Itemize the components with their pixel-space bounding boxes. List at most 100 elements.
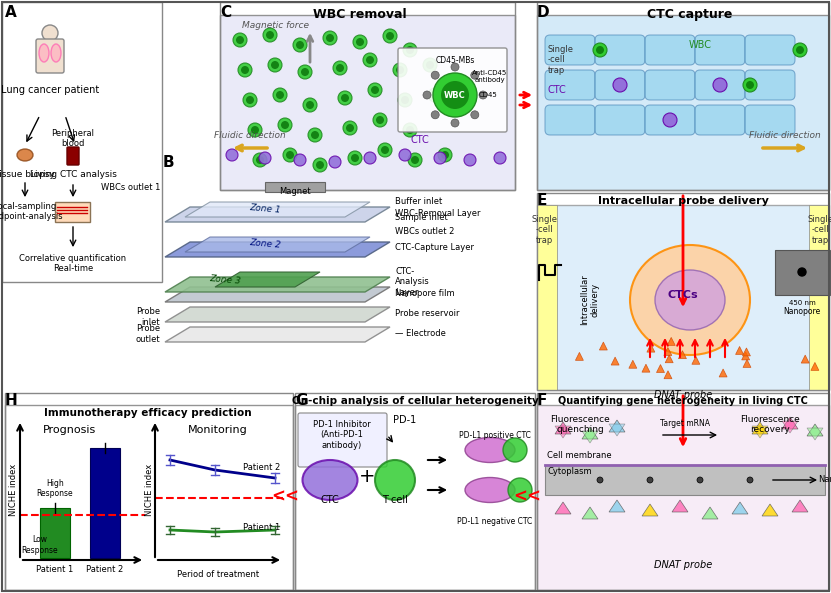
Circle shape [323,31,337,45]
Text: H: H [5,393,17,408]
Text: Probe
outlet: Probe outlet [135,324,160,344]
Circle shape [613,78,627,92]
Circle shape [373,113,387,127]
Circle shape [286,151,294,159]
Circle shape [308,128,322,142]
Ellipse shape [465,438,515,463]
FancyBboxPatch shape [745,35,795,65]
Bar [775,250,830,295]
Polygon shape [664,371,672,379]
Circle shape [296,41,304,49]
Polygon shape [582,427,598,439]
Circle shape [313,158,327,172]
Polygon shape [752,426,768,438]
Circle shape [406,126,414,134]
Circle shape [434,152,446,164]
Text: PD-L1 positive CTC: PD-L1 positive CTC [459,431,531,440]
Circle shape [593,43,607,57]
Circle shape [375,460,415,500]
Circle shape [663,113,677,127]
Circle shape [259,152,271,164]
Circle shape [283,148,297,162]
Text: E: E [537,193,548,208]
Circle shape [431,111,440,119]
Circle shape [647,477,653,483]
Text: CD45: CD45 [479,92,498,98]
Circle shape [316,161,324,169]
Circle shape [338,91,352,105]
Polygon shape [801,355,809,363]
Polygon shape [665,355,673,363]
Polygon shape [599,342,607,350]
Polygon shape [735,346,744,355]
Circle shape [298,65,312,79]
Text: Nanopore: Nanopore [784,307,821,316]
Circle shape [333,61,347,75]
Text: — Electrode: — Electrode [395,330,446,339]
Circle shape [503,438,527,462]
FancyBboxPatch shape [545,105,595,135]
Text: +: + [359,467,376,486]
Text: Single
-cell
trap: Single -cell trap [531,215,557,245]
FancyBboxPatch shape [67,147,79,165]
Text: Zone 3: Zone 3 [209,274,241,286]
Polygon shape [609,500,625,512]
Text: G: G [295,393,307,408]
Bar [5,405,293,590]
Polygon shape [165,207,390,222]
Circle shape [597,477,603,483]
Circle shape [353,35,367,49]
Circle shape [326,34,334,42]
Ellipse shape [302,460,357,500]
Polygon shape [672,500,688,512]
Circle shape [423,91,431,99]
Text: Cytoplasm: Cytoplasm [547,467,592,476]
Circle shape [431,91,439,99]
Text: CTC: CTC [548,85,567,95]
Text: Tissue biopsy: Tissue biopsy [0,170,56,179]
Polygon shape [664,347,671,355]
Text: Fluidic direction: Fluidic direction [214,131,286,140]
Text: Sample inlet: Sample inlet [395,212,448,222]
Circle shape [433,73,477,117]
Text: CTC: CTC [411,135,430,145]
Text: Single
-cell
trap: Single -cell trap [807,215,831,245]
Circle shape [266,31,274,39]
Text: Target mRNA: Target mRNA [660,419,710,428]
Polygon shape [185,202,370,217]
Bar [220,15,515,190]
Polygon shape [702,507,718,519]
FancyBboxPatch shape [298,413,387,467]
Polygon shape [609,424,625,436]
Text: Prognosis: Prognosis [43,425,96,435]
Bar [265,182,325,192]
Text: Local-sampling
Endpoint-analysis: Local-sampling Endpoint-analysis [0,202,62,221]
Polygon shape [165,242,390,257]
Polygon shape [642,364,650,372]
Ellipse shape [39,44,49,62]
Text: NICHE index: NICHE index [9,464,18,516]
Circle shape [451,63,459,71]
Text: Zone 1: Zone 1 [249,203,281,215]
Text: DNAT probe: DNAT probe [654,560,712,570]
Circle shape [471,111,479,119]
Circle shape [343,121,357,135]
Text: <<: << [271,488,299,506]
Text: High
Response: High Response [37,479,73,498]
Circle shape [441,81,469,109]
Circle shape [271,61,279,69]
Polygon shape [692,356,700,364]
Bar [545,465,825,495]
Text: Fluorescence
recovery: Fluorescence recovery [740,415,800,435]
Text: Intracellular probe delivery: Intracellular probe delivery [597,196,769,206]
Text: WBC removal: WBC removal [313,8,407,21]
FancyBboxPatch shape [645,35,695,65]
Polygon shape [752,422,768,434]
FancyBboxPatch shape [595,105,645,135]
Polygon shape [575,352,583,361]
Polygon shape [742,348,750,356]
Polygon shape [743,359,751,368]
Text: C: C [220,5,231,20]
Circle shape [311,131,319,139]
Polygon shape [609,420,625,432]
